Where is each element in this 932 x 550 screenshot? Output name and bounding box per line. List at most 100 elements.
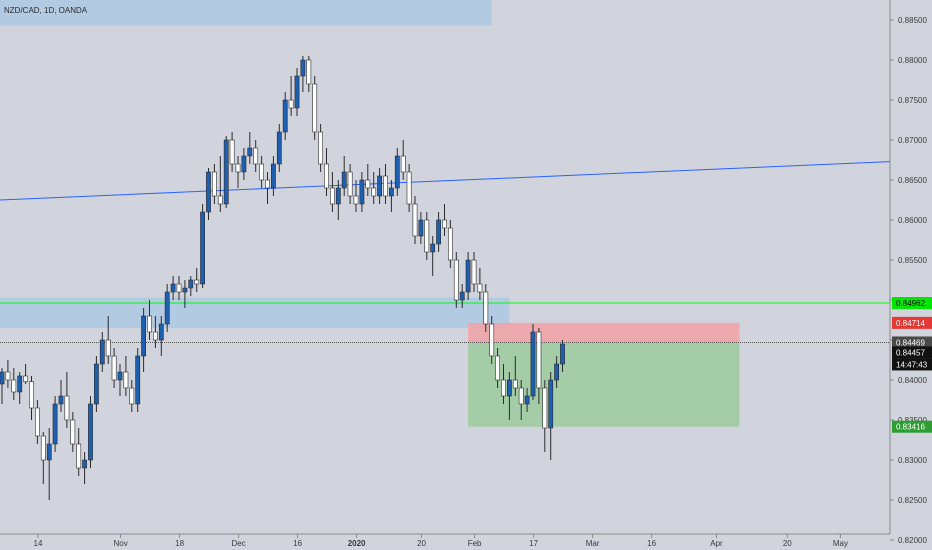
- price-tick-label: 0.86000: [898, 216, 927, 225]
- candle-body: [542, 387, 548, 429]
- candle-body: [135, 355, 141, 405]
- candle-body: [46, 443, 52, 461]
- candle-body: [306, 59, 312, 85]
- position-layer[interactable]: [468, 322, 740, 427]
- candle-body: [312, 83, 318, 133]
- time-tick-label: Feb: [468, 539, 482, 548]
- candle-body: [447, 227, 453, 261]
- candle-body: [40, 435, 46, 461]
- candle-body: [483, 291, 489, 325]
- price-tick-label: 0.87500: [898, 96, 927, 105]
- price-tick-label: 0.82500: [898, 496, 927, 505]
- candle-body: [459, 291, 465, 301]
- time-tick-label: 20: [417, 539, 426, 548]
- candle-body: [388, 187, 394, 197]
- symbol-header: NZD/CAD, 1D, OANDA: [4, 6, 88, 15]
- candle-body: [383, 175, 388, 197]
- price-tick-label: 0.85500: [898, 256, 927, 265]
- zone-rect: [0, 0, 492, 26]
- candle-body: [105, 339, 111, 357]
- time-tick-label: 16: [293, 539, 302, 548]
- candle-body: [465, 259, 471, 293]
- time-tick-label: 20: [783, 539, 792, 548]
- price-tick-label: 0.84000: [898, 376, 927, 385]
- candle-body: [82, 459, 87, 469]
- candle-body: [406, 171, 412, 205]
- candle-body: [359, 179, 365, 205]
- candle-body: [430, 243, 436, 253]
- price-label-text: 0.84469: [896, 338, 925, 347]
- candle-body: [353, 195, 359, 205]
- candle-body: [453, 259, 459, 301]
- candle-body: [394, 155, 400, 189]
- candle-body: [300, 59, 306, 77]
- candle-body: [495, 355, 500, 381]
- candle-body: [182, 287, 188, 293]
- price-label-text: 0.83416: [896, 423, 925, 432]
- candle-body: [347, 171, 353, 197]
- candle-body: [94, 363, 99, 405]
- candle-body: [111, 355, 117, 381]
- candle-body: [518, 387, 524, 405]
- candle-body: [548, 379, 554, 429]
- time-axis[interactable]: 14 Nov 18 Dec 16 2020 20 Feb 17 Mar 16 Apr 20 May: [34, 534, 848, 548]
- time-tick-label: 18: [175, 539, 184, 548]
- candle-body: [324, 163, 329, 189]
- time-tick-label: 2020: [348, 539, 366, 548]
- price-tick-label: 0.88000: [898, 56, 927, 65]
- candle-body: [23, 375, 28, 382]
- zone-rect: [0, 297, 510, 328]
- candle-body: [436, 219, 441, 245]
- candle-body: [76, 443, 82, 469]
- price-label-bg: [892, 346, 932, 359]
- candle-body: [400, 155, 406, 173]
- price-tick-label: 0.82000: [898, 536, 927, 545]
- candle-body: [276, 131, 282, 165]
- candle-body: [200, 211, 205, 285]
- trendline: [0, 161, 891, 201]
- candle-body: [329, 187, 335, 205]
- candle-body: [253, 147, 259, 165]
- candle-body: [530, 331, 536, 397]
- price-label-bg: [892, 358, 932, 371]
- candle-body: [341, 171, 347, 189]
- candle-body: [206, 171, 211, 213]
- stop-loss-zone[interactable]: [468, 322, 740, 343]
- candle-body: [147, 315, 152, 333]
- candle-body: [377, 175, 382, 197]
- price-label-bg: [892, 316, 932, 329]
- candle-body: [117, 371, 123, 381]
- candle-body: [70, 419, 76, 445]
- candle-body: [34, 407, 40, 437]
- candle-body: [99, 339, 105, 365]
- candle-body: [554, 363, 559, 381]
- candle-body: [229, 139, 235, 165]
- candle-body: [212, 171, 217, 197]
- candle-body: [17, 375, 23, 393]
- candle-body: [270, 163, 276, 189]
- candle-body: [335, 187, 341, 205]
- candle-body: [318, 131, 323, 165]
- time-tick-label: Dec: [231, 539, 245, 548]
- price-tick-label: 0.88500: [898, 16, 927, 25]
- candle-body: [424, 219, 430, 253]
- candle-body: [158, 323, 164, 341]
- candles-layer: [0, 56, 565, 500]
- candle-body: [64, 395, 70, 421]
- price-label-bg: [892, 297, 932, 310]
- price-label-bg: [892, 420, 932, 433]
- candle-body: [5, 371, 11, 381]
- candle-body: [418, 219, 424, 237]
- candle-body: [217, 195, 223, 205]
- candle-body: [11, 379, 17, 393]
- candle-body: [506, 379, 512, 397]
- time-tick-label: 16: [647, 539, 656, 548]
- price-tick-label: 0.86500: [898, 176, 927, 185]
- candle-body: [442, 219, 447, 229]
- candle-body: [294, 75, 300, 109]
- candle-body: [282, 99, 288, 133]
- candle-body: [58, 395, 64, 405]
